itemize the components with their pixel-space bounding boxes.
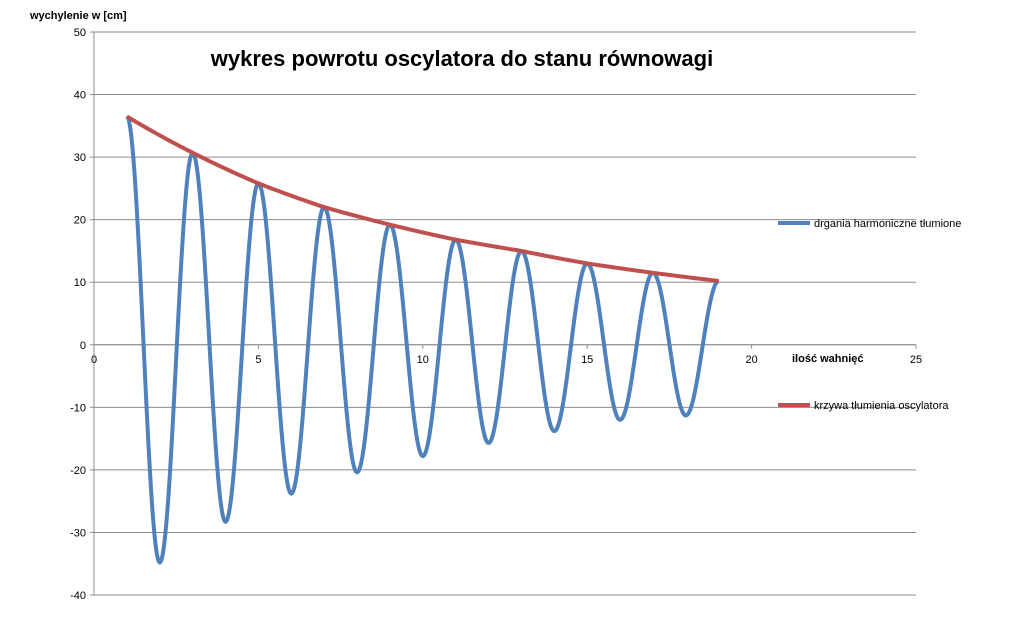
series-line-drgania — [125, 115, 720, 565]
series-line-krzywa — [125, 114, 719, 283]
y-tick-label: 40 — [74, 90, 86, 102]
y-tick-label: -20 — [70, 465, 86, 477]
chart-title: wykres powrotu oscylatora do stanu równo… — [210, 46, 713, 71]
x-tick-label: 5 — [255, 354, 261, 366]
y-tick-label: 30 — [74, 152, 86, 164]
series-group — [125, 114, 720, 565]
y-tick-label: 10 — [74, 277, 86, 289]
y-tick-label: -10 — [70, 402, 86, 414]
x-tick-label: 15 — [581, 354, 593, 366]
legend: drgania harmoniczne tłumione krzywa tłumi… — [778, 218, 961, 412]
x-tick-label: 20 — [745, 354, 757, 366]
x-tick-label: 25 — [910, 354, 922, 366]
legend-label: drgania harmoniczne tłumione — [814, 218, 961, 230]
y-tick-label: 0 — [80, 340, 86, 352]
gridlines — [94, 31, 916, 596]
y-tick-label: -40 — [70, 590, 86, 602]
y-tick-label: 50 — [74, 27, 86, 39]
x-tick-label: 10 — [417, 354, 429, 366]
y-axis-label: wychylenie w [cm] — [29, 10, 127, 22]
x-tick-label: 0 — [91, 354, 97, 366]
legend-label: krzywa tłumienia oscylatora — [814, 400, 949, 412]
y-tick-label: 20 — [74, 215, 86, 227]
axes: -40 -30 -20 -10 0 10 20 30 40 50 0 5 10 15 20 25 — [70, 27, 922, 602]
y-tick-label: -30 — [70, 527, 86, 539]
x-axis-label: ilość wahnięć — [792, 353, 864, 365]
